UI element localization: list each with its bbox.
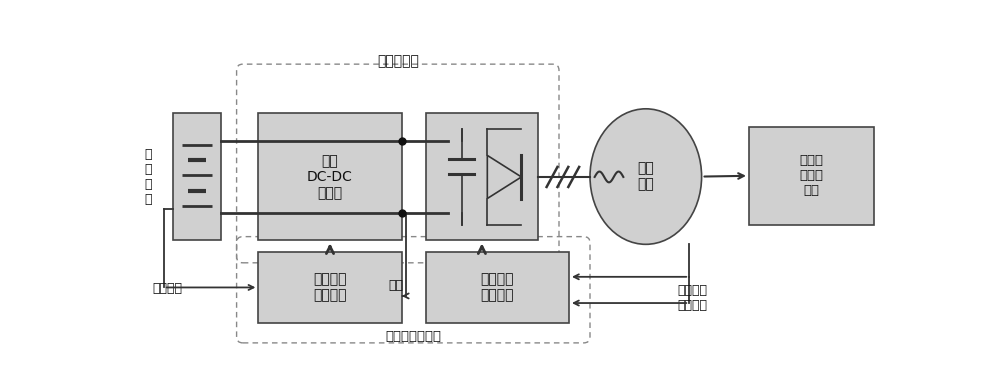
Text: 储
能
装
置: 储 能 装 置 [144, 148, 152, 206]
Text: 辅助转矩
控制单元: 辅助转矩 控制单元 [481, 272, 514, 303]
Bar [258, 252, 402, 323]
Bar [426, 252, 569, 323]
Bar [426, 113, 538, 240]
Text: 双向
DC-DC
变换器: 双向 DC-DC 变换器 [307, 154, 353, 200]
Text: 辅助转
矩传递
装置: 辅助转 矩传递 装置 [800, 154, 824, 197]
Text: 电压: 电压 [389, 279, 404, 293]
Text: 辅助转矩控制器: 辅助转矩控制器 [385, 330, 441, 343]
Text: 电力变换器: 电力变换器 [377, 54, 419, 68]
Bar [173, 113, 221, 240]
Text: 储能状态: 储能状态 [153, 283, 183, 296]
Bar [258, 113, 402, 240]
Text: 辅助
电机: 辅助 电机 [637, 161, 654, 192]
Text: 辅助电机
转矩指令: 辅助电机 转矩指令 [677, 284, 707, 312]
Ellipse shape [590, 109, 702, 244]
Text: 储能装置
控制单元: 储能装置 控制单元 [313, 272, 347, 303]
Bar [749, 127, 874, 225]
